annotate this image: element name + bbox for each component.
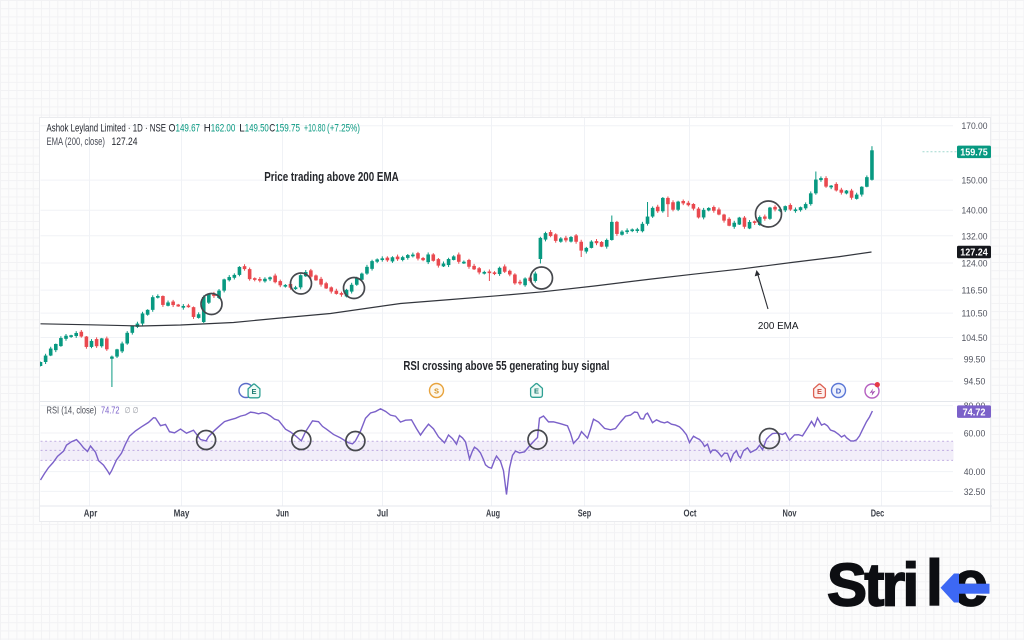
svg-text:EMA (200, close): EMA (200, close) <box>47 136 106 148</box>
svg-text:RSI crossing above 55 generati: RSI crossing above 55 generating buy sig… <box>403 358 609 373</box>
svg-text:94.50: 94.50 <box>964 377 986 388</box>
svg-text:127.24: 127.24 <box>112 136 138 148</box>
svg-text:Sep: Sep <box>578 508 592 519</box>
svg-text:132.00: 132.00 <box>962 231 988 242</box>
svg-text:149.50: 149.50 <box>245 122 269 134</box>
svg-text:Ashok Leyland Limited · 1D · N: Ashok Leyland Limited · 1D · NSE <box>47 122 167 134</box>
svg-text:(+7.25%): (+7.25%) <box>327 122 360 134</box>
svg-text:E: E <box>251 387 256 396</box>
svg-text:Aug: Aug <box>486 508 500 519</box>
svg-text:E: E <box>534 387 539 396</box>
svg-text:Stri: Stri <box>827 552 917 619</box>
svg-text:RSI (14, close): RSI (14, close) <box>47 405 97 416</box>
svg-text:127.24: 127.24 <box>960 248 988 259</box>
svg-text:150.00: 150.00 <box>962 176 988 187</box>
svg-text:149.67: 149.67 <box>176 122 201 134</box>
svg-text:Jun: Jun <box>276 508 289 519</box>
svg-text:124.00: 124.00 <box>962 259 988 270</box>
svg-text:Price trading above 200 EMA: Price trading above 200 EMA <box>264 169 399 184</box>
svg-text:110.50: 110.50 <box>962 309 988 320</box>
svg-text:C: C <box>269 122 275 134</box>
svg-text:∅ ∅: ∅ ∅ <box>125 405 139 415</box>
svg-text:200 EMA: 200 EMA <box>758 320 799 332</box>
svg-text:32.50: 32.50 <box>964 487 986 498</box>
svg-text:74.72: 74.72 <box>963 407 986 418</box>
svg-text:104.50: 104.50 <box>962 333 988 344</box>
svg-text:99.50: 99.50 <box>964 354 986 365</box>
svg-text:140.00: 140.00 <box>962 206 988 217</box>
svg-text:Jul: Jul <box>377 508 389 519</box>
svg-text:170.00: 170.00 <box>962 121 988 132</box>
svg-text:+10.80: +10.80 <box>304 122 326 134</box>
svg-text:Dec: Dec <box>871 508 885 519</box>
svg-text:Apr: Apr <box>84 508 98 519</box>
svg-text:May: May <box>174 508 190 519</box>
svg-text:159.75: 159.75 <box>275 122 300 134</box>
svg-text:E: E <box>817 387 822 396</box>
svg-text:Nov: Nov <box>783 508 797 519</box>
svg-text:60.00: 60.00 <box>964 429 986 440</box>
svg-text:159.75: 159.75 <box>960 148 988 159</box>
svg-text:L: L <box>239 122 245 134</box>
svg-text:S: S <box>434 386 439 395</box>
svg-text:162.00: 162.00 <box>211 122 236 134</box>
svg-text:116.50: 116.50 <box>962 286 988 297</box>
svg-text:40.00: 40.00 <box>964 467 986 478</box>
svg-text:O: O <box>169 122 176 134</box>
svg-text:Oct: Oct <box>684 508 698 519</box>
svg-text:74.72: 74.72 <box>101 405 120 416</box>
svg-text:D: D <box>836 386 842 395</box>
svg-text:H: H <box>204 122 211 134</box>
